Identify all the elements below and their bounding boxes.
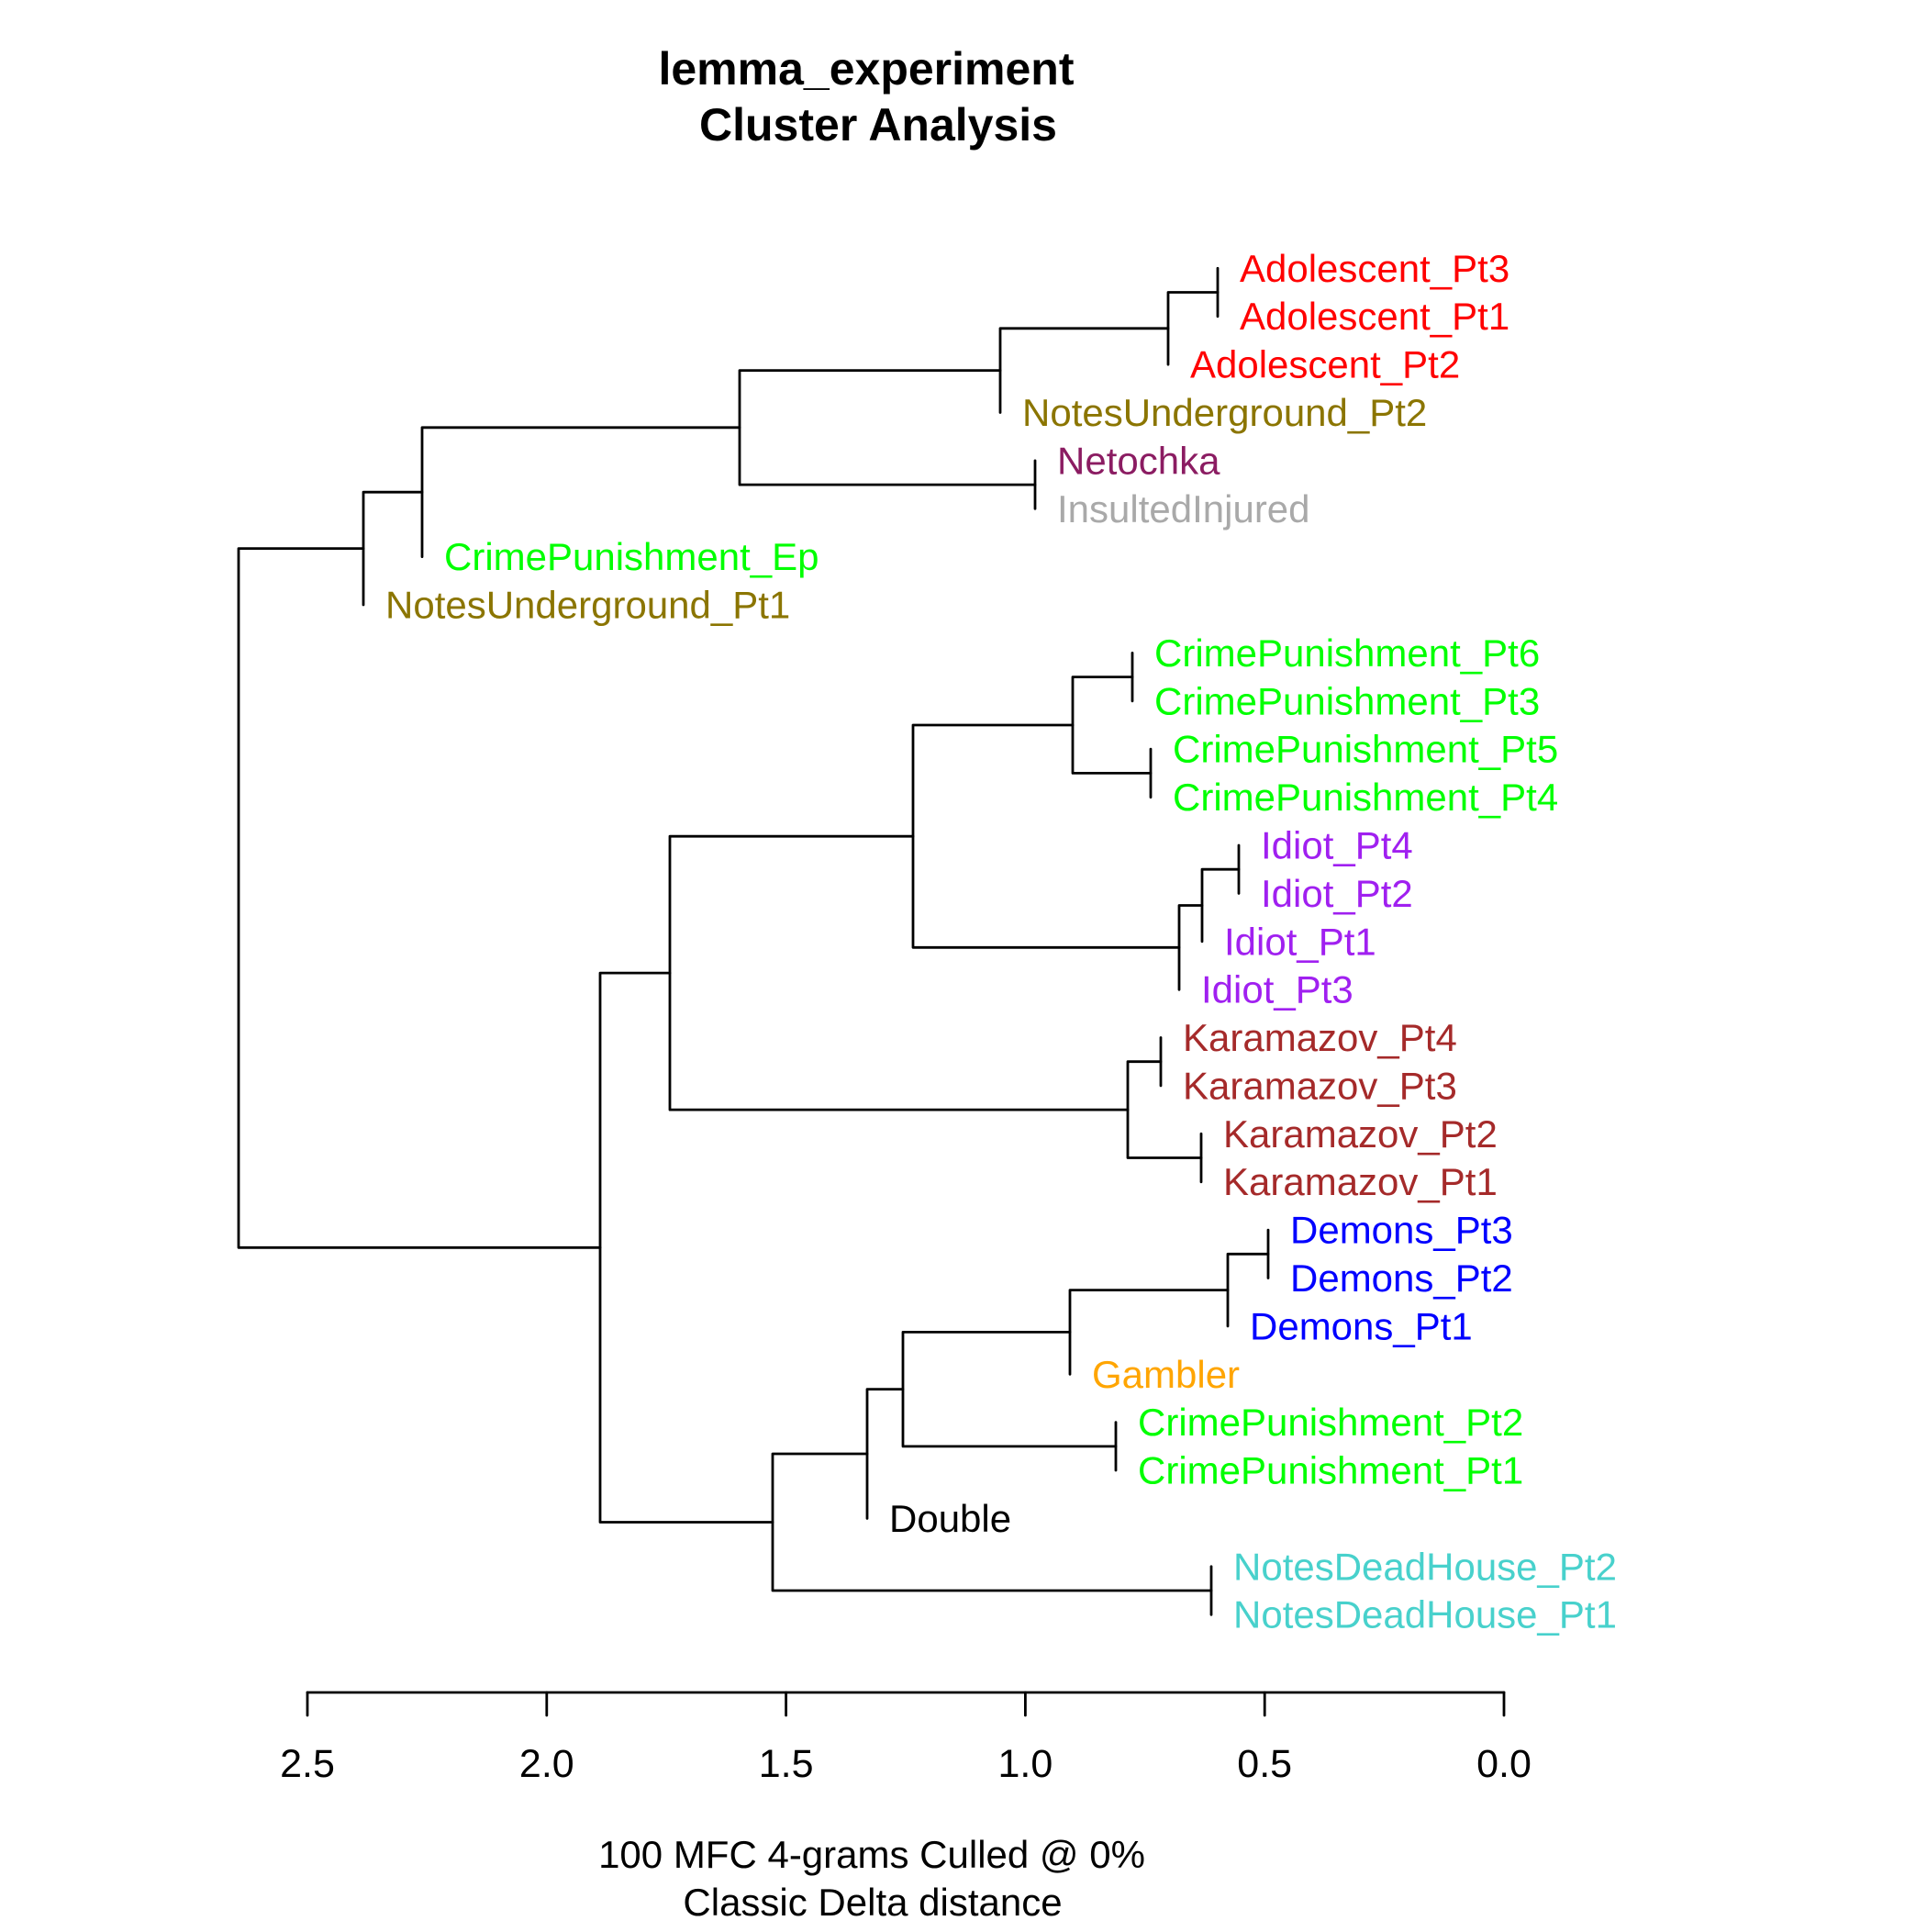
- svg-text:NotesDeadHouse_Pt2: NotesDeadHouse_Pt2: [1233, 1545, 1617, 1588]
- svg-text:Idiot_Pt2: Idiot_Pt2: [1261, 872, 1413, 915]
- svg-text:2.5: 2.5: [280, 1742, 335, 1786]
- svg-text:100 MFC 4-grams Culled @ 0%: 100 MFC 4-grams Culled @ 0%: [598, 1833, 1145, 1876]
- svg-text:Adolescent_Pt3: Adolescent_Pt3: [1240, 247, 1509, 290]
- svg-text:Demons_Pt3: Demons_Pt3: [1290, 1209, 1513, 1252]
- svg-text:Karamazov_Pt3: Karamazov_Pt3: [1183, 1064, 1457, 1107]
- svg-text:Netochka: Netochka: [1057, 439, 1220, 482]
- svg-text:NotesUnderground_Pt1: NotesUnderground_Pt1: [385, 584, 790, 627]
- svg-text:2.0: 2.0: [519, 1742, 574, 1786]
- svg-text:1.0: 1.0: [998, 1742, 1053, 1786]
- svg-text:0.5: 0.5: [1237, 1742, 1292, 1786]
- svg-text:Demons_Pt1: Demons_Pt1: [1250, 1304, 1473, 1347]
- svg-text:Idiot_Pt3: Idiot_Pt3: [1201, 968, 1353, 1011]
- svg-text:0.0: 0.0: [1476, 1742, 1532, 1786]
- svg-text:NotesUnderground_Pt2: NotesUnderground_Pt2: [1022, 391, 1427, 434]
- svg-text:Karamazov_Pt1: Karamazov_Pt1: [1223, 1160, 1498, 1203]
- svg-text:InsultedInjured: InsultedInjured: [1057, 487, 1310, 530]
- svg-text:Karamazov_Pt2: Karamazov_Pt2: [1223, 1112, 1498, 1156]
- svg-text:lemma_experiment: lemma_experiment: [658, 43, 1074, 95]
- svg-text:Adolescent_Pt2: Adolescent_Pt2: [1190, 343, 1460, 386]
- svg-text:Karamazov_Pt4: Karamazov_Pt4: [1183, 1016, 1457, 1059]
- svg-text:Adolescent_Pt1: Adolescent_Pt1: [1240, 295, 1509, 338]
- svg-text:CrimePunishment_Pt5: CrimePunishment_Pt5: [1173, 728, 1558, 771]
- svg-text:CrimePunishment_Pt6: CrimePunishment_Pt6: [1154, 631, 1540, 675]
- svg-text:Idiot_Pt4: Idiot_Pt4: [1261, 824, 1413, 867]
- svg-text:Idiot_Pt1: Idiot_Pt1: [1224, 920, 1376, 963]
- svg-text:Cluster Analysis: Cluster Analysis: [699, 99, 1057, 151]
- svg-text:CrimePunishment_Pt4: CrimePunishment_Pt4: [1173, 776, 1558, 819]
- svg-text:NotesDeadHouse_Pt1: NotesDeadHouse_Pt1: [1233, 1593, 1617, 1636]
- svg-text:Gambler: Gambler: [1092, 1353, 1240, 1396]
- svg-text:Classic Delta distance: Classic Delta distance: [683, 1881, 1062, 1924]
- svg-text:Demons_Pt2: Demons_Pt2: [1290, 1256, 1513, 1300]
- svg-text:Double: Double: [889, 1497, 1011, 1540]
- svg-text:CrimePunishment_Pt3: CrimePunishment_Pt3: [1154, 679, 1540, 722]
- svg-text:1.5: 1.5: [759, 1742, 814, 1786]
- svg-text:CrimePunishment_Ep: CrimePunishment_Ep: [444, 535, 819, 578]
- svg-text:CrimePunishment_Pt2: CrimePunishment_Pt2: [1138, 1401, 1523, 1444]
- svg-text:CrimePunishment_Pt1: CrimePunishment_Pt1: [1138, 1449, 1523, 1492]
